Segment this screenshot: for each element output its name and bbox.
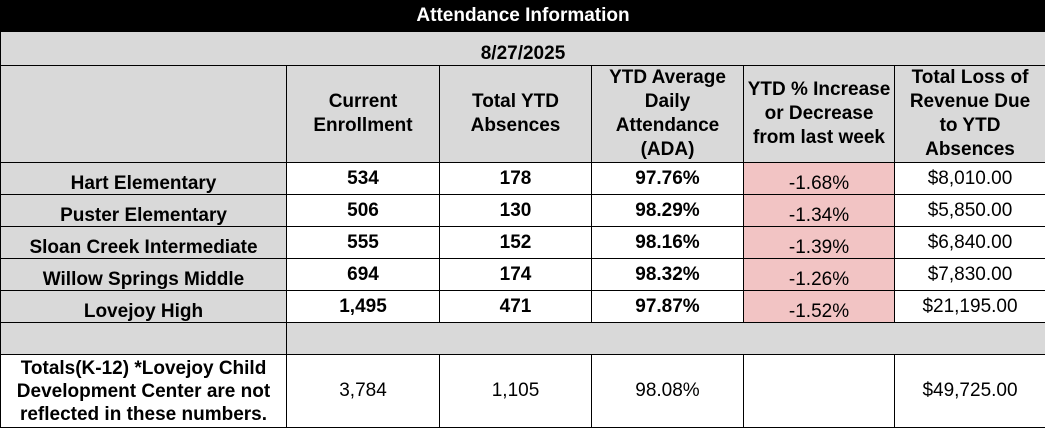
pct-change-cell: -1.68%: [744, 163, 895, 195]
header-revenue-loss: Total Loss of Revenue Due to YTD Absence…: [895, 66, 1045, 163]
revenue-loss-cell: $6,840.00: [895, 227, 1045, 259]
school-name: Sloan Creek Intermediate: [1, 227, 287, 259]
ada-cell: 98.16%: [592, 227, 744, 259]
totals-label: Totals(K-12) *Lovejoy Child Development …: [1, 355, 287, 428]
revenue-loss-cell: $21,195.00: [895, 291, 1045, 323]
school-name: Hart Elementary: [1, 163, 287, 195]
header-absences: Total YTD Absences: [440, 66, 592, 163]
enrollment-cell: 555: [287, 227, 440, 259]
table-row: Willow Springs Middle 694 174 98.32% -1.…: [1, 259, 1045, 291]
ada-cell: 97.76%: [592, 163, 744, 195]
header-blank: [1, 66, 287, 163]
pct-change-cell: -1.26%: [744, 259, 895, 291]
ada-cell: 98.29%: [592, 195, 744, 227]
school-name: Lovejoy High: [1, 291, 287, 323]
ada-cell: 97.87%: [592, 291, 744, 323]
enrollment-cell: 506: [287, 195, 440, 227]
revenue-loss-cell: $7,830.00: [895, 259, 1045, 291]
absences-cell: 471: [440, 291, 592, 323]
enrollment-cell: 694: [287, 259, 440, 291]
absences-cell: 178: [440, 163, 592, 195]
report-date: 8/27/2025: [1, 32, 1045, 66]
revenue-loss-cell: $5,850.00: [895, 195, 1045, 227]
table-title: Attendance Information: [1, 1, 1045, 32]
table-row: Sloan Creek Intermediate 555 152 98.16% …: [1, 227, 1045, 259]
totals-row: Totals(K-12) *Lovejoy Child Development …: [1, 355, 1045, 428]
school-name: Willow Springs Middle: [1, 259, 287, 291]
absences-cell: 130: [440, 195, 592, 227]
absences-cell: 152: [440, 227, 592, 259]
header-ada: YTD Average Daily Attendance (ADA): [592, 66, 744, 163]
ada-cell: 98.32%: [592, 259, 744, 291]
school-name: Puster Elementary: [1, 195, 287, 227]
absences-cell: 174: [440, 259, 592, 291]
header-pct-change: YTD % Increase or Decrease from last wee…: [744, 66, 895, 163]
spacer-cell: [287, 323, 1045, 355]
totals-enrollment: 3,784: [287, 355, 440, 428]
table-row: Hart Elementary 534 178 97.76% -1.68% $8…: [1, 163, 1045, 195]
pct-change-cell: -1.39%: [744, 227, 895, 259]
table-row: Lovejoy High 1,495 471 97.87% -1.52% $21…: [1, 291, 1045, 323]
enrollment-cell: 534: [287, 163, 440, 195]
table-row: Puster Elementary 506 130 98.29% -1.34% …: [1, 195, 1045, 227]
pct-change-cell: -1.34%: [744, 195, 895, 227]
totals-revenue-loss: $49,725.00: [895, 355, 1045, 428]
pct-change-cell: -1.52%: [744, 291, 895, 323]
spacer-cell: [1, 323, 287, 355]
revenue-loss-cell: $8,010.00: [895, 163, 1045, 195]
header-enrollment: Current Enrollment: [287, 66, 440, 163]
totals-pct-change: [744, 355, 895, 428]
enrollment-cell: 1,495: [287, 291, 440, 323]
totals-ada: 98.08%: [592, 355, 744, 428]
totals-absences: 1,105: [440, 355, 592, 428]
spacer-row: [1, 323, 1045, 355]
